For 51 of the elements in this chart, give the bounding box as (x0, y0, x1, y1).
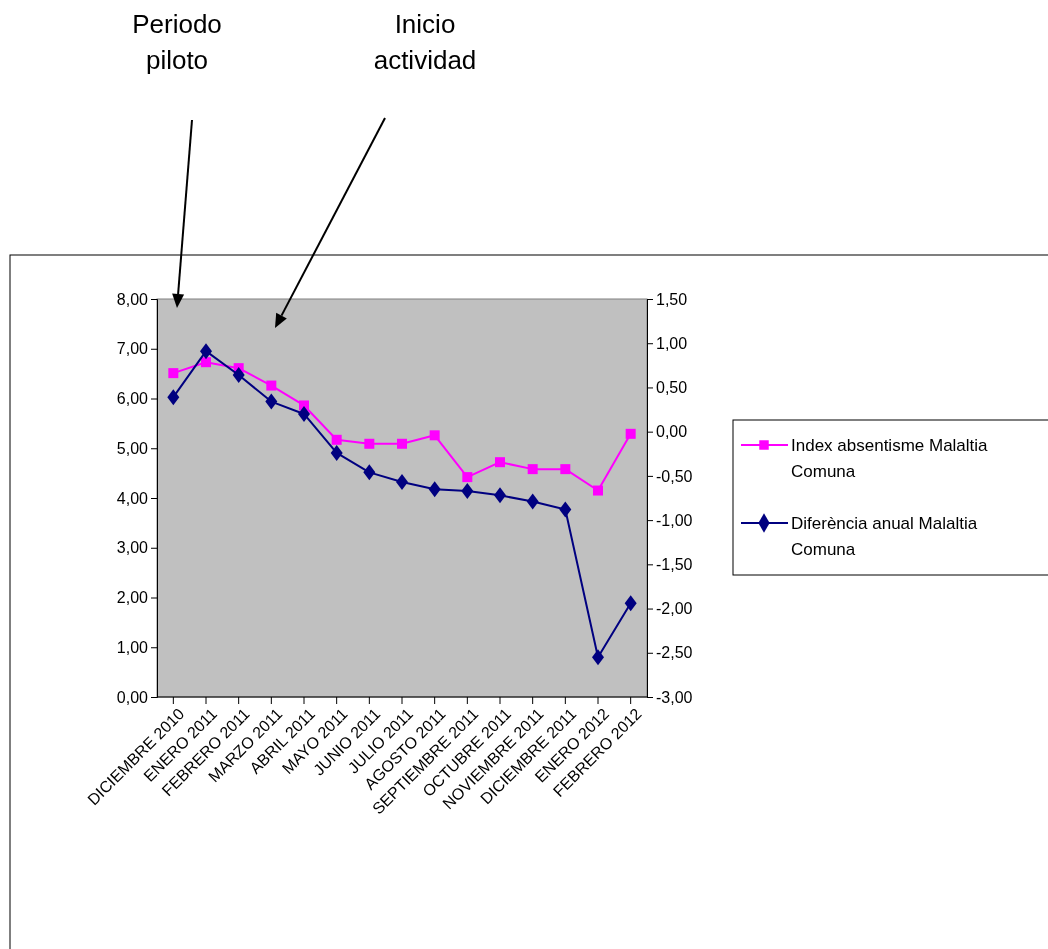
point (593, 485, 603, 496)
y2-tick-label: -1,50 (656, 555, 693, 573)
point (462, 472, 473, 483)
y-tick-label: 5,00 (116, 439, 149, 457)
y-tick-label: 1,00 (116, 638, 149, 656)
legend-label: Diferència anual Malaltia Comuna (791, 514, 978, 559)
point (331, 434, 342, 445)
point (363, 464, 376, 481)
point (265, 393, 278, 410)
point (167, 389, 180, 406)
point (560, 464, 571, 475)
y2-tick-label: 1,50 (656, 290, 688, 308)
y-tick-label: 0,00 (116, 688, 149, 706)
point (397, 438, 407, 449)
legend-label: Index absentisme Malaltia Comuna (791, 436, 989, 481)
y2-tick-label: -2,00 (656, 600, 693, 618)
point (526, 493, 539, 510)
y2-tick-label: 0,50 (656, 379, 688, 397)
y2-tick-label: -0,50 (656, 467, 693, 485)
point (330, 444, 343, 461)
y-tick-label: 8,00 (116, 290, 149, 308)
y2-tick-label: 1,00 (656, 334, 688, 352)
point (200, 343, 212, 360)
y2-tick-label: 0,00 (656, 423, 688, 441)
point (527, 464, 538, 475)
text: Inicio actividad (373, 9, 477, 75)
point (428, 481, 441, 498)
point (495, 457, 505, 468)
point (298, 405, 310, 422)
y-tick-label: 4,00 (116, 489, 149, 507)
y2-tick-label: -2,50 (656, 644, 693, 662)
point (592, 649, 604, 666)
point (266, 380, 277, 391)
y-tick-label: 2,00 (116, 589, 149, 607)
point (396, 474, 408, 491)
point (168, 368, 179, 379)
point (559, 501, 572, 518)
y-tick-label: 3,00 (116, 539, 149, 557)
point (232, 367, 245, 384)
text: Periodo piloto (132, 9, 222, 75)
point (364, 438, 375, 449)
point (461, 482, 474, 499)
point (625, 428, 636, 439)
y-tick-label: 6,00 (116, 390, 149, 408)
point (624, 595, 637, 612)
point (429, 430, 440, 441)
point (494, 487, 506, 504)
point (201, 357, 211, 368)
y2-tick-label: -1,00 (656, 511, 693, 529)
y2-tick-label: -3,00 (656, 688, 693, 706)
y-tick-label: 7,00 (116, 340, 149, 358)
